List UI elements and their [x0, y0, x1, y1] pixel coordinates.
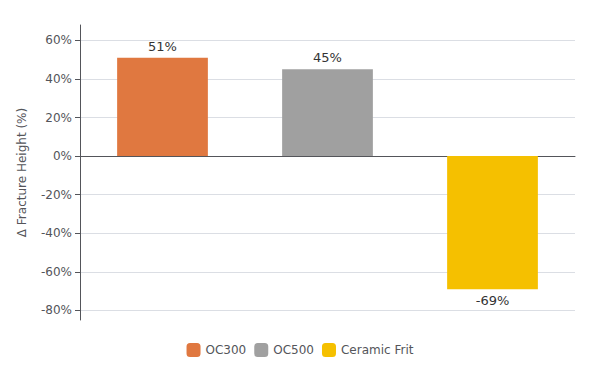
- svg-text:-20%: -20%: [41, 188, 72, 202]
- svg-text:40%: 40%: [45, 72, 72, 86]
- svg-text:20%: 20%: [45, 111, 72, 125]
- svg-text:OC300: OC300: [206, 343, 247, 357]
- svg-text:-60%: -60%: [41, 265, 72, 279]
- svg-text:-80%: -80%: [41, 303, 72, 317]
- svg-text:Ceramic Frit: Ceramic Frit: [341, 343, 414, 357]
- svg-text:-40%: -40%: [41, 226, 72, 240]
- svg-text:51%: 51%: [148, 39, 177, 54]
- svg-text:Δ Fracture Height (%): Δ Fracture Height (%): [15, 108, 29, 237]
- svg-text:-69%: -69%: [476, 293, 510, 308]
- svg-text:OC500: OC500: [273, 343, 314, 357]
- svg-text:60%: 60%: [45, 33, 72, 47]
- svg-text:45%: 45%: [313, 50, 342, 65]
- svg-text:0%: 0%: [53, 149, 72, 163]
